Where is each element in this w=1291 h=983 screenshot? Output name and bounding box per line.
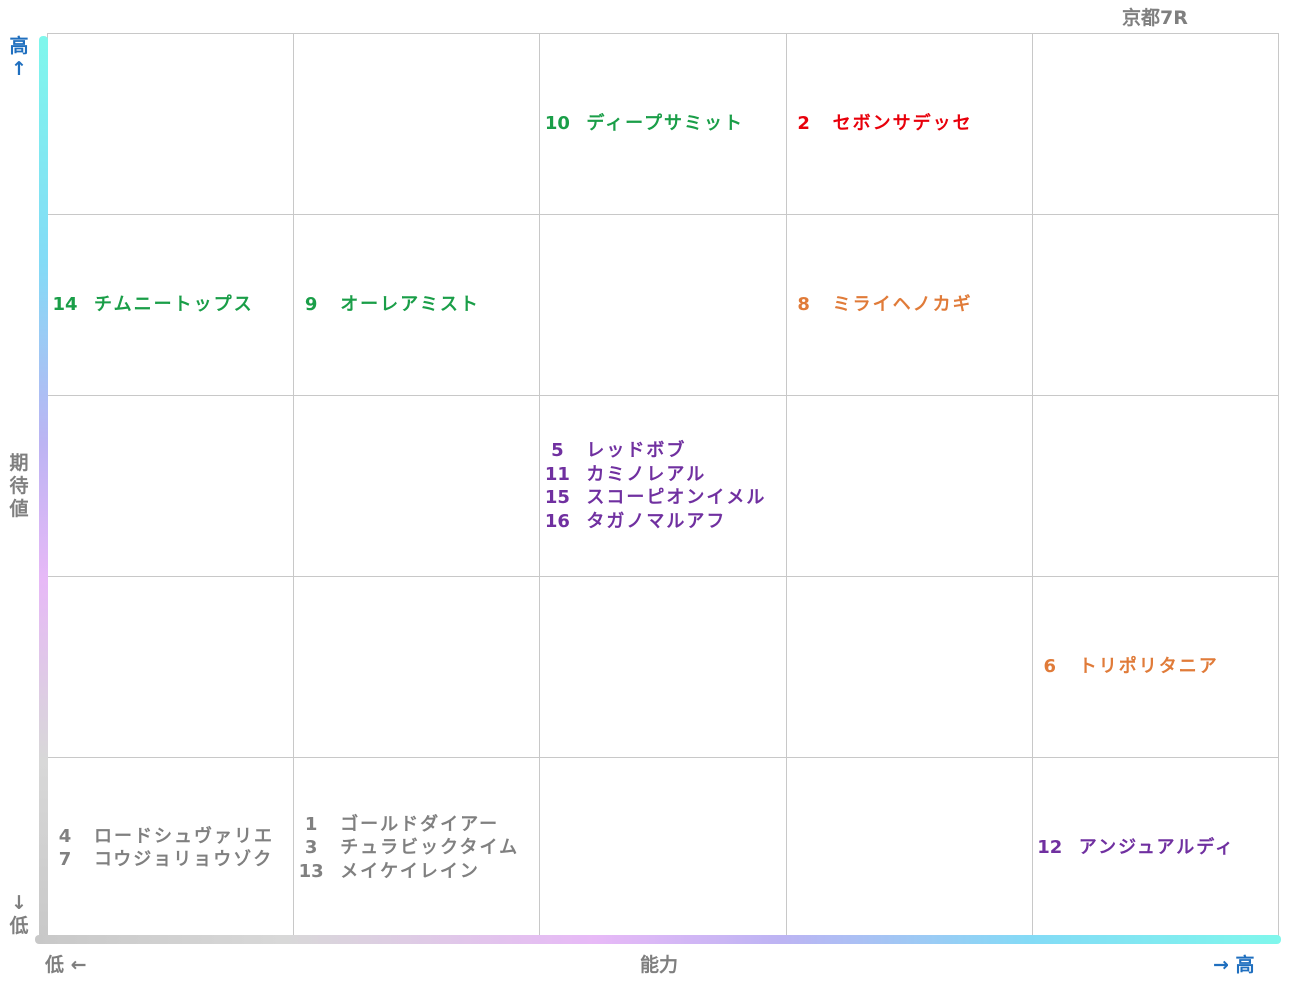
y-axis-high: 高↑ xyxy=(9,35,29,80)
cell: 14 チムニートップス xyxy=(47,215,294,396)
horse-name: メイケイレイン xyxy=(340,860,480,882)
horse-name: スコーピオンイメル xyxy=(586,487,767,508)
cell: 1 ゴールドダイアー 3 チュラビックタイム 13 メイケイレイン xyxy=(293,758,540,939)
horse-entry: 14 チムニートップス xyxy=(50,293,293,317)
cell: 4 ロードシュヴァリエ 7 コウジョリョウゾク xyxy=(47,758,294,939)
horse-entry: 8 ミライヘノカギ xyxy=(789,293,1032,317)
horse-entry: 7 コウジョリョウゾク xyxy=(50,848,293,872)
horse-name: コウジョリョウゾク xyxy=(94,849,274,870)
horse-name: ディープサミット xyxy=(586,113,745,135)
horse-number: 3 xyxy=(304,837,318,859)
horse-entry: 12 アンジュアルディ xyxy=(1035,836,1278,860)
horse-entry: 10 ディープサミット xyxy=(542,112,785,136)
grid: 10 ディープサミット 2 セボンサデッセ 14 チムニートップス 9 オーレアミスト 8 ミライ… xyxy=(47,33,1279,939)
horse-entry: 13 メイケイレイン xyxy=(296,860,539,884)
cell xyxy=(1031,215,1278,396)
horse-name: タガノマルアフ xyxy=(586,510,727,532)
horse-name: オーレアミスト xyxy=(340,294,480,316)
horse-number: 16 xyxy=(544,510,570,532)
cell: 12 アンジュアルディ xyxy=(1031,758,1278,939)
cell xyxy=(785,396,1032,577)
cell: 6 トリポリタニア xyxy=(1031,577,1278,758)
cell xyxy=(539,215,786,396)
horse-entry: 11 カミノレアル xyxy=(542,463,785,487)
horse-number: 12 xyxy=(1037,837,1063,859)
cell: 10 ディープサミット xyxy=(539,34,786,215)
horse-number: 14 xyxy=(52,294,78,316)
horse-number: 1 xyxy=(304,813,318,835)
y-axis-bar xyxy=(39,36,48,942)
horse-name: アンジュアルディ xyxy=(1078,837,1236,859)
title: 京都7R xyxy=(1122,7,1188,29)
y-axis-low: ↓低 xyxy=(9,892,29,937)
cell xyxy=(47,34,294,215)
horse-number: 8 xyxy=(797,294,810,316)
cell: 8 ミライヘノカギ xyxy=(785,215,1032,396)
horse-number: 10 xyxy=(544,113,570,135)
cell xyxy=(47,396,294,577)
horse-entry: 2 セボンサデッセ xyxy=(789,112,1032,136)
horse-name: ゴールドダイアー xyxy=(340,813,500,835)
horse-number: 15 xyxy=(544,487,570,508)
horse-entry: 4 ロードシュヴァリエ xyxy=(50,825,293,849)
cell xyxy=(785,758,1032,939)
cell xyxy=(293,577,540,758)
y-axis-label: 期待値 xyxy=(9,452,29,520)
cell: 9 オーレアミスト xyxy=(293,215,540,396)
x-axis-bar xyxy=(35,935,1281,944)
cell xyxy=(47,577,294,758)
cell xyxy=(293,34,540,215)
cell xyxy=(539,577,786,758)
horse-name: カミノレアル xyxy=(586,463,707,485)
horse-name: ミライヘノカギ xyxy=(832,294,973,316)
cell: 2 セボンサデッセ xyxy=(785,34,1032,215)
cell xyxy=(293,396,540,577)
x-axis-label: 能力 xyxy=(640,954,679,976)
horse-entry: 6 トリポリタニア xyxy=(1035,655,1278,679)
horse-number: 7 xyxy=(58,849,72,870)
horse-entry: 5 レッドボブ xyxy=(542,439,785,463)
horse-number: 13 xyxy=(298,860,324,882)
horse-name: レッドボブ xyxy=(586,440,687,461)
horse-number: 5 xyxy=(551,440,564,461)
horse-number: 11 xyxy=(544,463,570,485)
cell xyxy=(1031,34,1278,215)
cell xyxy=(1031,396,1278,577)
horse-name: トリポリタニア xyxy=(1078,656,1219,678)
horse-number: 9 xyxy=(304,294,318,316)
cell xyxy=(539,758,786,939)
horse-name: チュラビックタイム xyxy=(340,837,520,859)
horse-number: 4 xyxy=(58,825,72,847)
horse-entry: 16 タガノマルアフ xyxy=(542,510,785,534)
horse-number: 6 xyxy=(1043,656,1057,678)
horse-number: 2 xyxy=(797,113,810,135)
cell xyxy=(785,577,1032,758)
horse-name: ロードシュヴァリエ xyxy=(94,825,274,847)
x-axis-high: → 高 xyxy=(1213,954,1255,976)
horse-name: セボンサデッセ xyxy=(832,113,973,135)
horse-entry: 1 ゴールドダイアー xyxy=(296,813,539,837)
x-axis-low: 低 ← xyxy=(45,954,87,976)
horse-name: チムニートップス xyxy=(94,294,254,316)
horse-entry: 15 スコーピオンイメル xyxy=(542,486,785,510)
horse-entry: 3 チュラビックタイム xyxy=(296,836,539,860)
horse-entry: 9 オーレアミスト xyxy=(296,293,539,317)
cell: 5 レッドボブ 11 カミノレアル 15 スコーピオンイメル 16 タガノマルアフ xyxy=(539,396,786,577)
